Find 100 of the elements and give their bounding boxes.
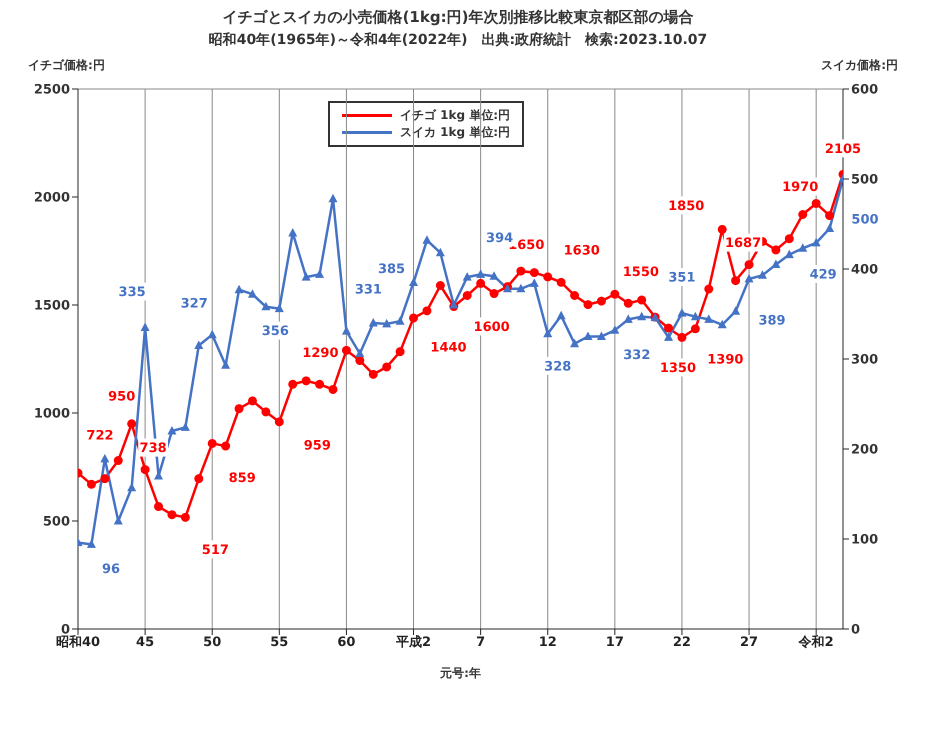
point [221,442,230,451]
data-label: 1350 [660,360,696,376]
y-tick-label: 500 [42,514,70,530]
point [342,326,351,335]
point [530,278,539,287]
point [114,456,123,466]
point [731,276,740,286]
data-label: 1850 [668,198,704,214]
point [355,356,364,366]
point [221,360,230,369]
data-label: 96 [102,562,120,578]
data-label: 332 [623,348,650,363]
data-label: 385 [378,262,406,278]
point [234,404,244,414]
point [288,380,298,389]
point [798,243,808,252]
point [462,272,472,281]
point [248,289,257,298]
point [449,300,458,308]
point [798,210,808,219]
point [274,304,284,312]
y2-tick-label: 400 [851,262,878,278]
chart-title: イチゴとスイカの小売価格(1kg:円)年次別推移比較東京都区部の場合 [222,8,694,27]
point [234,284,244,294]
point [744,274,754,282]
point [771,245,780,254]
point [490,271,499,280]
point [690,312,700,320]
point [382,318,392,328]
point [86,480,96,489]
point [154,502,164,512]
point [516,266,526,276]
data-label: 331 [354,282,382,298]
point [180,512,190,522]
point [140,322,150,331]
data-label: 1550 [622,264,659,280]
point [180,422,190,431]
point [610,325,620,334]
point [812,198,821,208]
point [100,474,110,484]
point [315,269,324,278]
x-tick-label: 平成2 [395,635,432,650]
data-label: 335 [118,285,146,300]
x-tick-label: 50 [203,635,222,650]
point [422,235,432,244]
point [584,332,592,340]
point [208,438,217,448]
point [624,298,633,308]
point [718,224,727,234]
point [812,238,821,246]
point [194,474,204,484]
point [825,224,834,232]
point [690,324,700,334]
data-label: 2105 [824,142,862,157]
y2-tick-label: 300 [851,352,878,368]
chart-subtitle: 昭和40年(1965年)～令和4年(2022年) 出典:政府統計 検索:2023.10.07 [208,31,708,49]
point [744,260,754,270]
data-label: 1630 [564,243,600,258]
point [436,281,445,290]
x-tick-label: 27 [740,635,758,650]
x-tick-label: 22 [672,635,691,650]
point [584,300,592,310]
y-tick-label: 2500 [34,82,70,98]
point [664,332,674,341]
point [718,320,727,328]
point [436,248,445,256]
data-label: 722 [86,428,114,444]
y2-tick-label: 200 [851,442,878,458]
point [422,306,432,316]
x-tick-label: 7 [476,635,486,650]
point [677,332,686,342]
point [167,510,176,520]
data-label: 950 [108,389,136,404]
point [596,296,606,306]
point [274,417,284,426]
data-label: 1290 [302,346,339,361]
point [328,384,338,394]
point [261,407,270,416]
data-label: 959 [304,438,331,454]
point [302,272,311,281]
data-label: 1390 [707,352,744,368]
point [825,211,834,220]
point [396,347,405,356]
point [167,426,176,434]
point [194,340,204,349]
data-label: 517 [202,542,229,558]
point [355,348,364,358]
x-tick-label: 12 [538,635,557,650]
point [664,324,674,333]
point [596,332,606,340]
y2-tick-label: 500 [851,172,878,188]
point [624,314,633,323]
point [127,419,136,428]
point [677,308,686,317]
point [315,380,324,389]
point [140,465,150,474]
point [409,313,418,322]
point [610,290,620,299]
point [556,278,566,287]
point [248,396,257,406]
